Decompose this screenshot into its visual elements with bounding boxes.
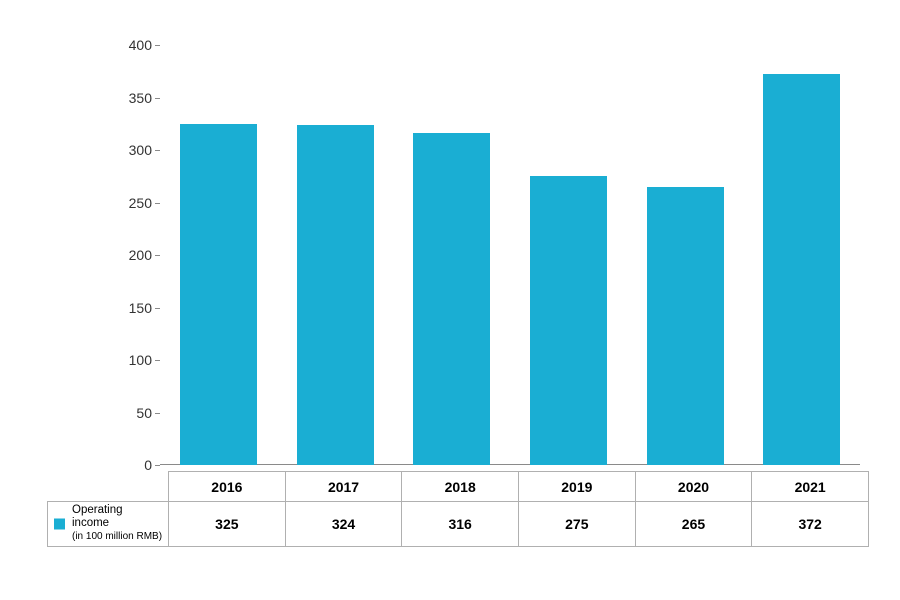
series-label-line1: Operating income [72,504,123,529]
y-tick-label: 50 [112,405,152,421]
y-tick-label: 100 [112,352,152,368]
table-row-values: Operating income (in 100 million RMB) 32… [48,502,869,547]
table-row-years: 201620172018201920202021 [48,472,869,502]
table-year-cell: 2016 [169,472,286,502]
series-label-cell: Operating income (in 100 million RMB) [48,502,169,547]
y-tick-mark [155,465,160,466]
table-value-cell: 325 [169,502,286,547]
bars-container [160,45,860,465]
table-value-cell: 316 [402,502,519,547]
series-label-line2: (in 100 million RMB) [72,531,162,542]
y-tick-label: 200 [112,247,152,263]
y-tick-mark [155,203,160,204]
y-tick-mark [155,413,160,414]
y-tick-label: 250 [112,195,152,211]
y-tick-label: 400 [112,37,152,53]
table-corner-cell [48,472,169,502]
y-tick-mark [155,308,160,309]
bar [297,125,374,465]
bar [530,176,607,465]
y-tick-mark [155,150,160,151]
table-value-cell: 275 [519,502,636,547]
table-year-cell: 2021 [752,472,869,502]
table-year-cell: 2019 [519,472,636,502]
bar [180,124,257,465]
y-tick-mark [155,255,160,256]
legend-swatch [54,518,65,529]
y-tick-label: 150 [112,300,152,316]
data-table: 201620172018201920202021 Operating incom… [47,471,869,547]
y-tick-label: 300 [112,142,152,158]
y-tick-mark [155,45,160,46]
table-value-cell: 324 [285,502,402,547]
y-tick-label: 350 [112,90,152,106]
y-tick-mark [155,360,160,361]
bar [647,187,724,465]
bar [763,74,840,465]
table-value-cell: 265 [635,502,752,547]
table-value-cell: 372 [752,502,869,547]
operating-income-chart: 050100150200250300350400 [110,45,870,465]
table-year-cell: 2020 [635,472,752,502]
bar [413,133,490,465]
plot-area: 050100150200250300350400 [160,45,860,465]
table-year-cell: 2017 [285,472,402,502]
table-year-cell: 2018 [402,472,519,502]
y-tick-mark [155,98,160,99]
